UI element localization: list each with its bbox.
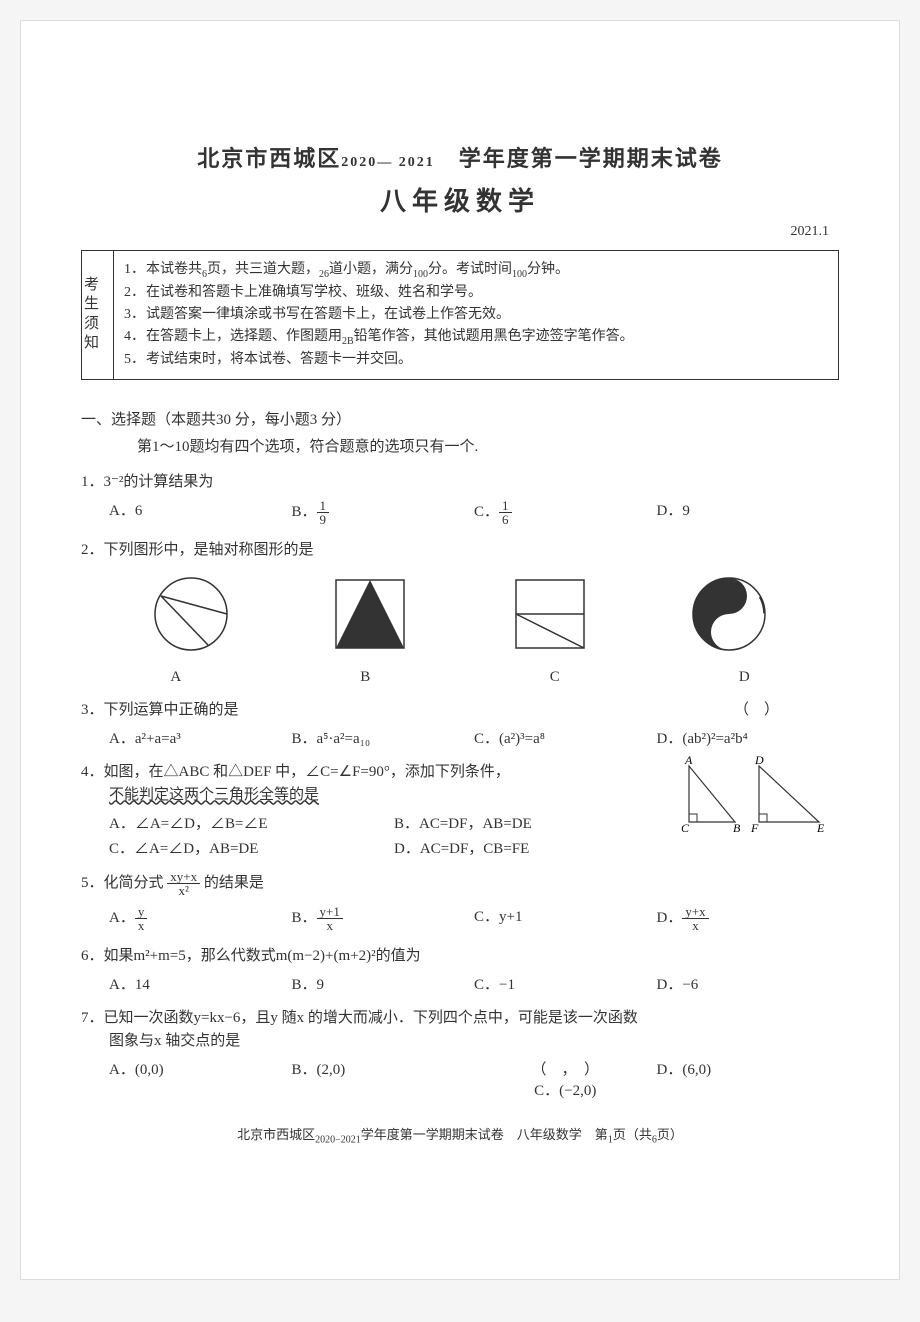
q5-opt-b: B．y+1x (292, 905, 475, 932)
q6-opt-c: C．−1 (474, 973, 657, 994)
svg-text:D: D (754, 753, 764, 767)
q7-opt-d: D．(6,0) (657, 1058, 840, 1079)
page-footer: 北京市西城区2020−2021学年度第一学期期末试卷 八年级数学 第1页（共6页… (81, 1124, 839, 1146)
q5-options: A．yx B．y+1x C．y+1 D．y+xx (109, 905, 839, 932)
q6-opt-a: A．14 (109, 973, 292, 994)
main-title: 北京市西城区2020— 2021 学年度第一学期期末试卷 (81, 141, 839, 173)
q5-stem: 5．化简分式 xy+xx² 的结果是 (81, 870, 839, 897)
q1-opt-c: C．16 (474, 499, 657, 526)
q7-opt-c: C．(−2,0) (474, 1079, 657, 1100)
q7-options: A．(0,0) B．(2,0) （ ， ） D．(6,0) (109, 1058, 839, 1079)
q2-shape-b (310, 569, 430, 659)
notice-label: 考生须知 (82, 251, 114, 379)
q7-opt-a: A．(0,0) (109, 1058, 292, 1079)
q1-options: A．6 B．19 C．16 D．9 (109, 499, 839, 526)
q6-options: A．14 B．9 C．−1 D．−6 (109, 973, 839, 994)
q6-opt-b: B．9 (292, 973, 475, 994)
q6-stem: 6．如果m²+m=5，那么代数式m(m−2)+(m+2)²的值为 (81, 944, 839, 965)
q3-opt-d: D．(ab²)²=a²b⁴ (657, 727, 840, 748)
q1-stem: 1．3⁻²的计算结果为 (81, 470, 839, 491)
q6-opt-d: D．−6 (657, 973, 840, 994)
exam-date: 2021.1 (81, 224, 829, 240)
square-triangle-icon (330, 574, 410, 654)
notice-item: 4．在答题卡上，选择题、作图题用2B铅笔作答，其他试题用黑色字迹签字笔作答。 (124, 326, 828, 349)
q3-opt-b: B．a⁵·a²=a₁₀ (292, 727, 475, 748)
q2-shape-d (669, 569, 789, 659)
q7-mid-paren: （ ， ） (474, 1058, 657, 1079)
title-suffix: 学年度第一学期期末试卷 (459, 146, 723, 171)
svg-text:F: F (750, 821, 759, 835)
section1-heading: 一、选择题（本题共30 分，每小题3 分） (81, 408, 839, 429)
q4-options-1: A．∠A=∠D，∠B=∠E B．AC=DF，AB=DE (109, 812, 679, 833)
title-prefix: 北京市西城区 (197, 146, 341, 171)
q2-shapes (101, 569, 819, 659)
q4-options-2: C．∠A=∠D，AB=DE D．AC=DF，CB=FE (109, 837, 679, 858)
q2-shape-c (490, 569, 610, 659)
q2-stem: 2．下列图形中，是轴对称图形的是 (81, 538, 839, 559)
q4-opt-b: B．AC=DF，AB=DE (394, 812, 679, 833)
q3-opt-c: C．(a²)³=a⁸ (474, 727, 657, 748)
q2-label-a: A (81, 669, 271, 686)
q1-opt-a: A．6 (109, 499, 292, 526)
q7-stem2: 图象与x 轴交点的是 (109, 1029, 839, 1050)
svg-text:C: C (681, 821, 690, 835)
q3-options: A．a²+a=a³ B．a⁵·a²=a₁₀ C．(a²)³=a⁸ D．(ab²)… (109, 727, 839, 748)
subtitle: 八年级数学 (81, 181, 839, 218)
yin-yang-icon (689, 574, 769, 654)
notice-item: 3．试题答案一律填涂或书写在答题卡上，在试卷上作答无效。 (124, 304, 828, 326)
q3-opt-a: A．a²+a=a³ (109, 727, 292, 748)
q1-opt-b: B．19 (292, 499, 475, 526)
q2-label-d: D (650, 669, 840, 686)
circle-chord-icon (151, 574, 231, 654)
year-range: 2020— 2021 (341, 155, 435, 170)
svg-text:E: E (816, 821, 825, 835)
q4-opt-a: A．∠A=∠D，∠B=∠E (109, 812, 394, 833)
notice-content: 1．本试卷共6页，共三道大题，26道小题，满分100分。考试时间100分钟。 2… (114, 251, 838, 379)
q5-opt-c: C．y+1 (474, 905, 657, 932)
q7-opt-b: B．(2,0) (292, 1058, 475, 1079)
svg-text:A: A (684, 753, 693, 767)
q2-label-b: B (271, 669, 461, 686)
q5-opt-d: D．y+xx (657, 905, 840, 932)
q4-opt-c: C．∠A=∠D，AB=DE (109, 837, 394, 858)
exam-page: 北京市西城区2020— 2021 学年度第一学期期末试卷 八年级数学 2021.… (20, 20, 900, 1280)
q1-opt-d: D．9 (657, 499, 840, 526)
q2-labels: A B C D (81, 669, 839, 686)
svg-text:B: B (733, 821, 741, 835)
q2-label-c: C (460, 669, 650, 686)
q4-figure: A C B D F E (679, 752, 829, 847)
q4-block: 4．如图，在△ABC 和△DEF 中，∠C=∠F=90°，添加下列条件， 不能判… (81, 760, 839, 858)
triangles-icon: A C B D F E (679, 752, 829, 842)
notice-item: 2．在试卷和答题卡上准确填写学校、班级、姓名和学号。 (124, 282, 828, 304)
q7-options-2: C．(−2,0) (109, 1079, 839, 1100)
square-diagonal-icon (510, 574, 590, 654)
notice-box: 考生须知 1．本试卷共6页，共三道大题，26道小题，满分100分。考试时间100… (81, 250, 839, 380)
section1-note: 第1～10题均有四个选项，符合题意的选项只有一个. (137, 435, 839, 456)
q5-opt-a: A．yx (109, 905, 292, 932)
notice-item: 5．考试结束时，将本试卷、答题卡一并交回。 (124, 349, 828, 371)
notice-item: 1．本试卷共6页，共三道大题，26道小题，满分100分。考试时间100分钟。 (124, 259, 828, 282)
q3-stem: 3．下列运算中正确的是（ ） (81, 698, 839, 719)
q2-shape-a (131, 569, 251, 659)
q4-opt-d: D．AC=DF，CB=FE (394, 837, 679, 858)
q7-stem1: 7．已知一次函数y=kx−6，且y 随x 的增大而减小．下列四个点中，可能是该一… (81, 1006, 839, 1027)
